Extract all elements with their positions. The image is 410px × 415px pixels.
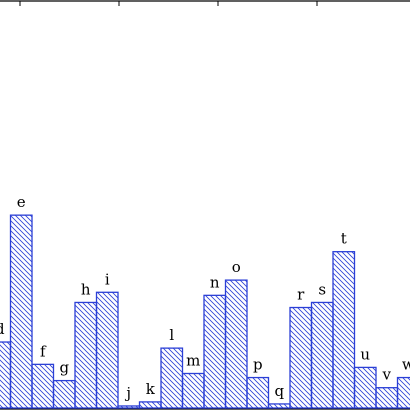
bar-o bbox=[226, 280, 248, 408]
bar-k bbox=[140, 402, 162, 408]
bar-i bbox=[97, 292, 119, 408]
bar-label-p: p bbox=[253, 356, 263, 374]
bar-label-l: l bbox=[169, 326, 174, 344]
bar-v bbox=[376, 388, 398, 408]
bar-label-m: m bbox=[186, 351, 200, 369]
bar-label-k: k bbox=[146, 380, 156, 398]
bar-w bbox=[398, 378, 410, 408]
bar-t bbox=[333, 252, 355, 408]
bar-label-n: n bbox=[210, 273, 220, 291]
bar-label-t: t bbox=[341, 230, 347, 248]
bar-label-g: g bbox=[59, 359, 69, 377]
bar-label-s: s bbox=[318, 280, 326, 298]
bar-label-j: j bbox=[124, 384, 131, 402]
bar-u bbox=[355, 367, 377, 408]
bar-label-d: d bbox=[0, 320, 5, 338]
bar-label-o: o bbox=[232, 258, 241, 276]
bar-label-v: v bbox=[382, 366, 392, 384]
bar-q bbox=[269, 404, 291, 408]
bar-label-u: u bbox=[360, 345, 370, 363]
bar-m bbox=[183, 373, 205, 408]
bar-label-e: e bbox=[17, 193, 26, 211]
bar-label-q: q bbox=[274, 382, 284, 400]
bar-label-r: r bbox=[297, 286, 305, 304]
bar-g bbox=[54, 381, 76, 408]
bar-s bbox=[312, 302, 334, 408]
bar-f bbox=[32, 364, 54, 408]
bar-label-i: i bbox=[105, 270, 110, 288]
bars-group bbox=[0, 215, 410, 408]
bar-label-f: f bbox=[40, 342, 47, 360]
bar-label-h: h bbox=[81, 280, 91, 298]
bar-n bbox=[204, 295, 226, 408]
bar-l bbox=[161, 348, 183, 408]
bar-label-w: w bbox=[402, 356, 410, 374]
bar-j bbox=[118, 406, 140, 408]
bar-e bbox=[11, 215, 33, 408]
bar-p bbox=[247, 378, 269, 408]
bar-r bbox=[290, 308, 312, 408]
bar-h bbox=[75, 302, 97, 408]
bar-d bbox=[0, 342, 11, 408]
